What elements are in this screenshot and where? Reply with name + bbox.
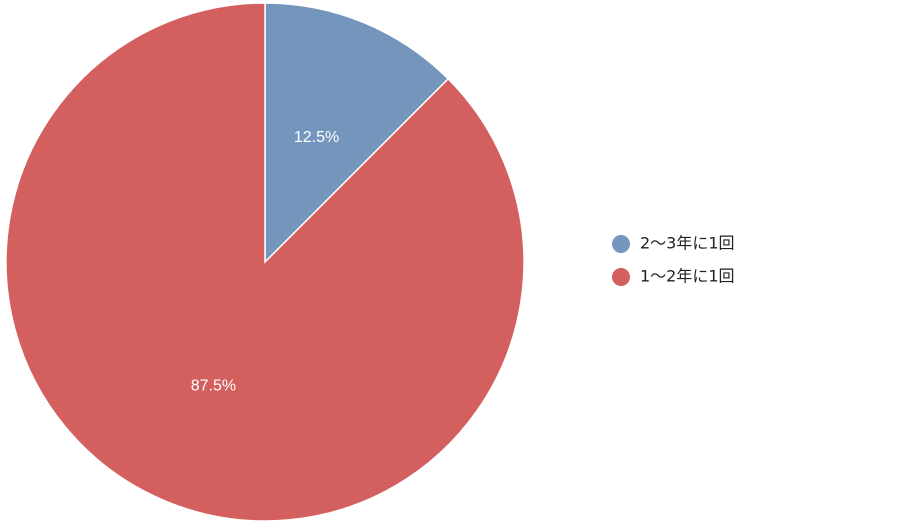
slice-data-label-1: 12.5% [294,129,339,146]
legend-label-2: 1〜2年に1回 [640,267,735,286]
slice-data-label-2: 87.5% [191,378,236,395]
legend-item-1[interactable]: 2〜3年に1回 [612,234,735,254]
pie-slices [5,2,525,522]
pie-slice-labels: 12.5% 87.5% [191,129,339,395]
pie-slice-1[interactable] [264,2,450,264]
legend-swatch-1 [612,235,630,253]
pie-slice-2[interactable] [5,2,525,522]
legend-label-1: 2〜3年に1回 [640,234,735,253]
legend: 2〜3年に1回 1〜2年に1回 [612,234,735,287]
legend-item-2[interactable]: 1〜2年に1回 [612,267,735,287]
legend-swatch-2 [612,268,630,286]
